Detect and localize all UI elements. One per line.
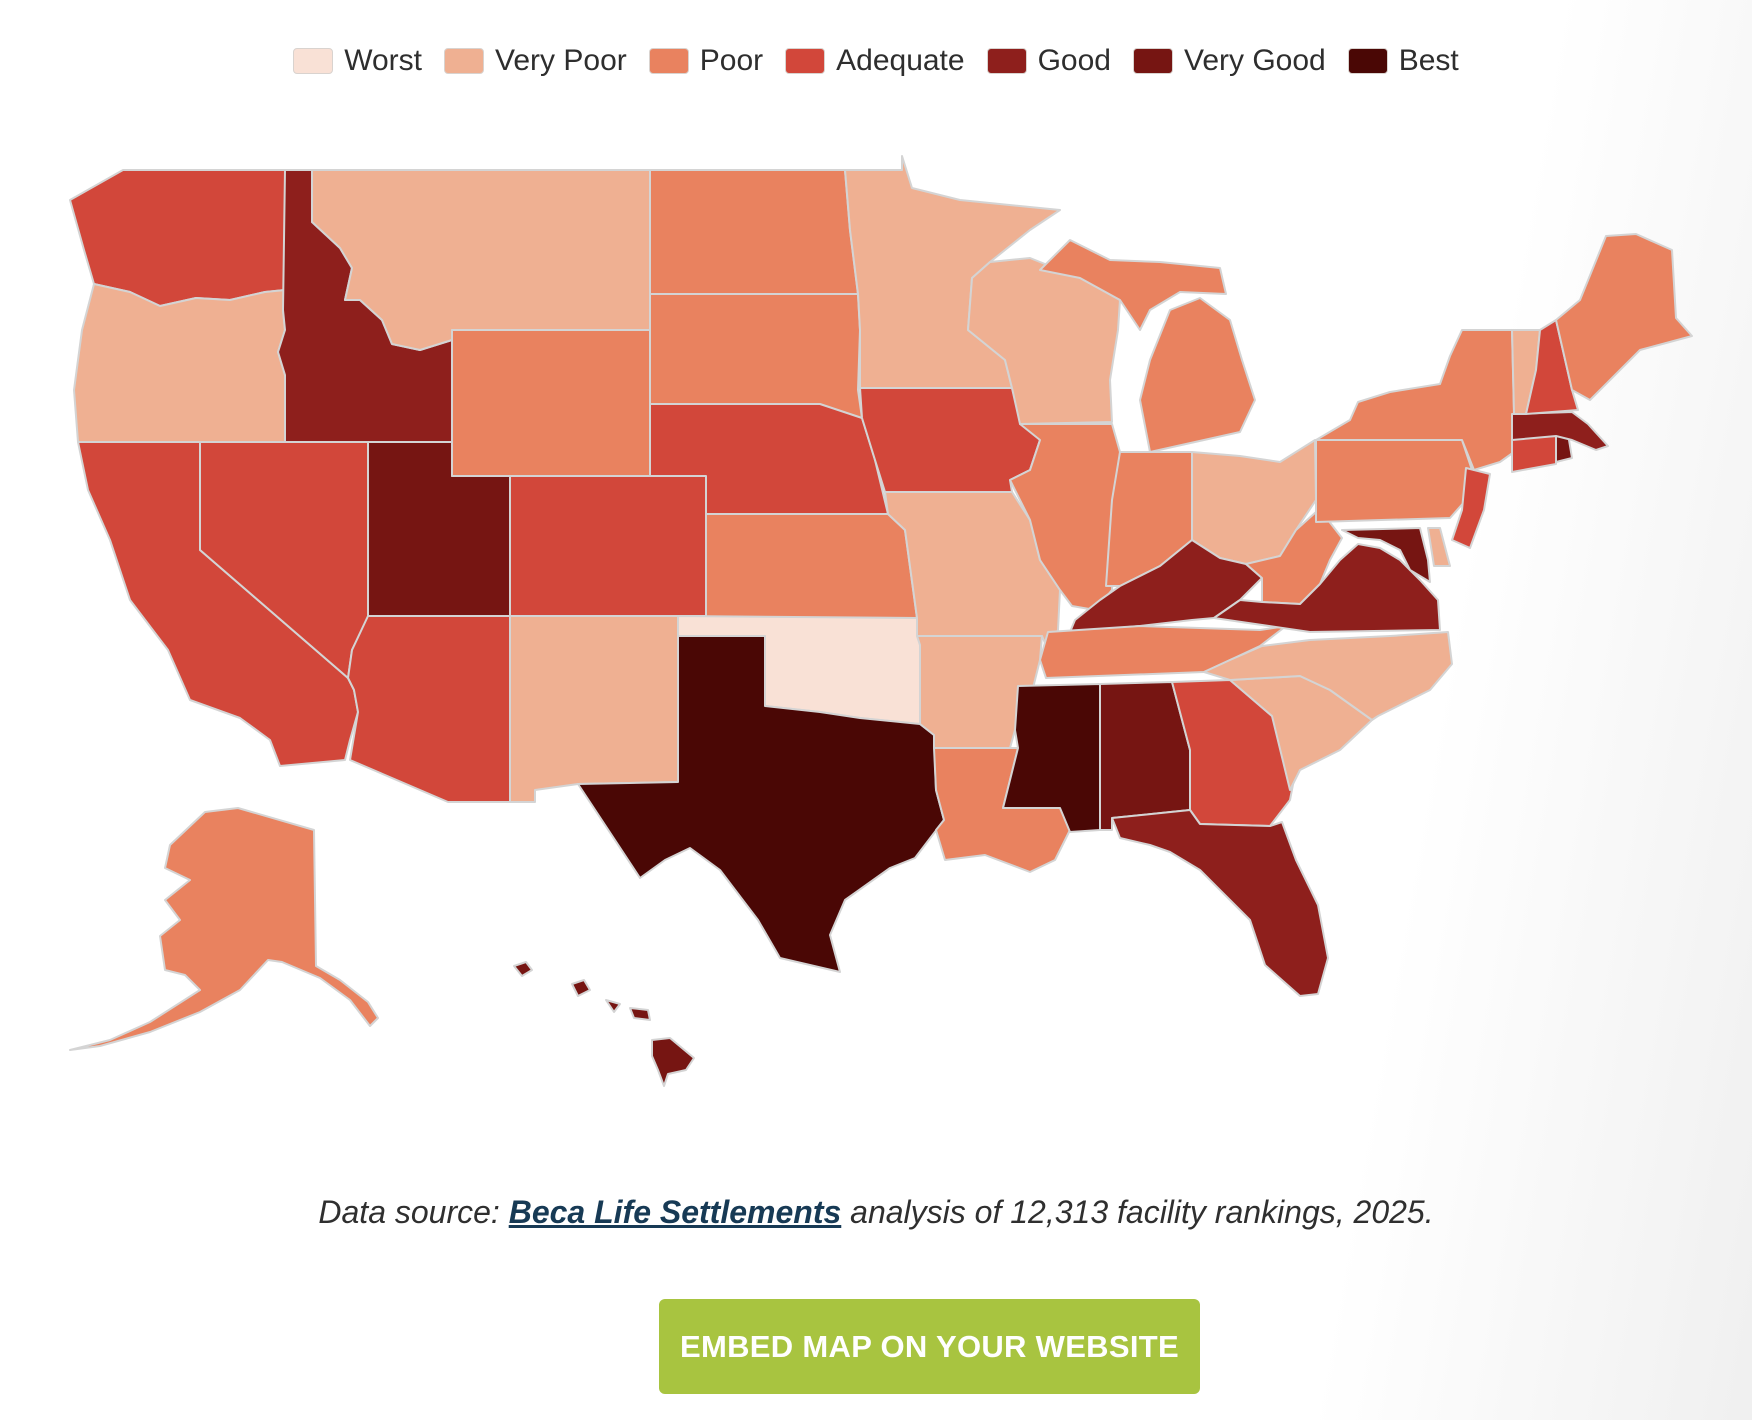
legend-swatch-very-poor bbox=[444, 48, 485, 74]
state-va[interactable] bbox=[1213, 543, 1441, 633]
state-nc[interactable] bbox=[1203, 631, 1453, 721]
map-legend: Worst Very Poor Poor Adequate Good Very … bbox=[0, 44, 1752, 78]
legend-label-adequate: Adequate bbox=[836, 44, 965, 77]
state-me[interactable] bbox=[1555, 233, 1693, 401]
state-az[interactable] bbox=[347, 615, 511, 803]
state-fl[interactable] bbox=[1111, 809, 1329, 997]
state-al[interactable] bbox=[1099, 681, 1191, 831]
legend-label-poor: Poor bbox=[699, 44, 764, 77]
legend-item-good: Good bbox=[986, 44, 1111, 78]
state-tx[interactable] bbox=[577, 635, 945, 973]
state-nd[interactable] bbox=[649, 169, 859, 295]
state-de[interactable] bbox=[1427, 527, 1451, 567]
state-md[interactable] bbox=[1341, 527, 1431, 583]
embed-map-button[interactable]: EMBED MAP ON YOUR WEBSITE bbox=[659, 1299, 1200, 1394]
state-hi[interactable] bbox=[513, 961, 695, 1087]
legend-swatch-very-good bbox=[1132, 48, 1173, 74]
state-wv[interactable] bbox=[1245, 511, 1343, 605]
state-ia[interactable] bbox=[859, 387, 1041, 493]
legend-label-good: Good bbox=[1037, 44, 1111, 77]
legend-swatch-good bbox=[986, 48, 1027, 74]
state-pa[interactable] bbox=[1315, 439, 1473, 523]
state-ak[interactable] bbox=[69, 807, 379, 1051]
legend-swatch-worst bbox=[293, 48, 334, 74]
state-ct[interactable] bbox=[1511, 435, 1557, 473]
state-or[interactable] bbox=[73, 283, 286, 443]
data-source-caption: Data source: Beca Life Settlements analy… bbox=[0, 1194, 1752, 1231]
state-ks[interactable] bbox=[705, 513, 918, 619]
state-sd[interactable] bbox=[649, 293, 863, 419]
legend-item-very-poor: Very Poor bbox=[444, 44, 627, 78]
legend-label-very-good: Very Good bbox=[1183, 44, 1326, 77]
legend-item-poor: Poor bbox=[648, 44, 764, 78]
state-wy[interactable] bbox=[451, 329, 651, 477]
legend-swatch-adequate bbox=[785, 48, 826, 74]
legend-label-best: Best bbox=[1398, 44, 1459, 77]
caption-suffix: analysis of 12,313 facility rankings, 20… bbox=[841, 1194, 1434, 1230]
legend-label-worst: Worst bbox=[344, 44, 423, 77]
source-link[interactable]: Beca Life Settlements bbox=[508, 1194, 842, 1230]
state-co[interactable] bbox=[509, 475, 707, 617]
legend-swatch-poor bbox=[648, 48, 689, 74]
legend-item-very-good: Very Good bbox=[1132, 44, 1326, 78]
caption-prefix: Data source: bbox=[318, 1194, 509, 1230]
legend-item-worst: Worst bbox=[293, 44, 422, 78]
legend-label-very-poor: Very Poor bbox=[495, 44, 627, 77]
legend-swatch-best bbox=[1347, 48, 1388, 74]
state-nj[interactable] bbox=[1451, 467, 1491, 549]
state-mi[interactable] bbox=[1039, 239, 1256, 453]
state-nm[interactable] bbox=[509, 615, 679, 803]
legend-item-adequate: Adequate bbox=[785, 44, 965, 78]
legend-item-best: Best bbox=[1347, 44, 1459, 78]
state-ma[interactable] bbox=[1511, 411, 1609, 451]
